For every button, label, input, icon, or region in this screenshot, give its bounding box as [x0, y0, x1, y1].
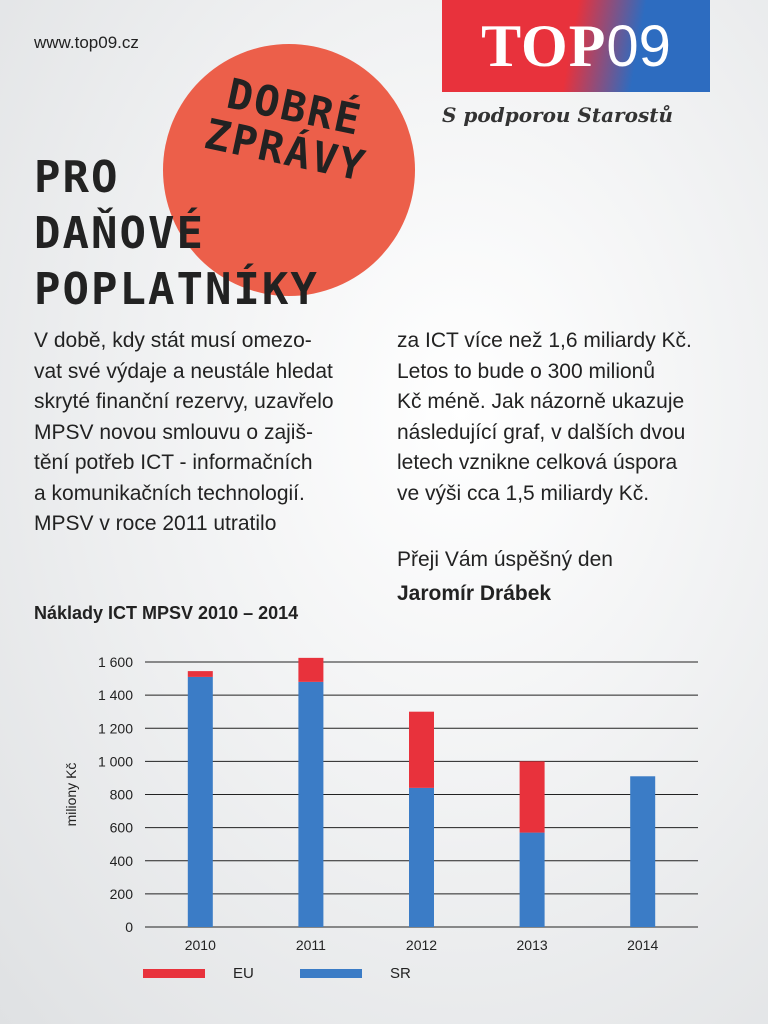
x-tick-label: 2011: [296, 937, 326, 953]
y-tick-label: 200: [110, 886, 134, 902]
body-line: letech vznikne celková úspora: [397, 451, 678, 474]
body-line: Kč méně. Jak názorně ukazuje: [397, 390, 685, 413]
body-line: Letos to bude o 300 milionů: [397, 359, 656, 383]
y-tick-label: 1 000: [98, 753, 133, 769]
bar-sr-2011: [298, 681, 324, 927]
legend-label-eu: EU: [233, 965, 254, 982]
y-tick-label: 1 400: [98, 687, 133, 703]
body-line: skryté finanční rezervy, uzavřelo: [34, 390, 334, 413]
y-tick-label: 1 200: [98, 720, 133, 736]
logo-top-text: TOP: [481, 12, 607, 79]
top09-logo: TOP 09: [442, 0, 710, 92]
headline-line: POPLATNÍKY: [34, 264, 319, 315]
body-line: vat své výdaje a neustále hledat: [34, 359, 333, 383]
headline-line: DAŇOVÉ: [34, 208, 205, 259]
logo-number: 09: [606, 13, 671, 79]
bar-eu-2010: [187, 671, 213, 677]
cost-bar-chart: 0 200 400 600 800 1 000 1 200 1 400 1 600 miliony…: [63, 654, 698, 953]
bar-sr-2014: [630, 776, 656, 927]
legend-swatch-sr: [300, 969, 362, 978]
bar-eu-2013: [519, 761, 545, 833]
bar-eu-2012: [409, 711, 434, 788]
y-tick-label: 400: [110, 853, 134, 869]
greeting: Přeji Vám úspěšný den: [397, 548, 613, 571]
x-tick-label: 2014: [627, 937, 658, 953]
body-line: ve výši cca 1,5 miliardy Kč.: [397, 481, 650, 505]
headline-line: PRO: [34, 152, 120, 203]
chart-title: Náklady ICT MPSV 2010 – 2014: [34, 603, 299, 623]
support-tagline: S podporou Starostů: [442, 103, 673, 127]
badge-circle: [163, 44, 415, 296]
legend-label-sr: SR: [390, 965, 411, 982]
signature: Jaromír Drábek: [397, 582, 552, 605]
body-line: V době, kdy stát musí omezo-: [34, 329, 312, 352]
body-line: MPSV v roce 2011 utratilo: [34, 512, 277, 535]
legend-swatch-eu: [143, 969, 205, 978]
bar-sr-2010: [187, 676, 213, 927]
bar-sr-2013: [519, 832, 545, 927]
x-tick-label: 2013: [517, 937, 548, 953]
legend-eu: EU: [143, 965, 254, 982]
website-url[interactable]: www.top09.cz: [34, 33, 139, 52]
headline: PRO DAŇOVÉ POPLATNÍKY: [34, 150, 394, 318]
y-tick-label: 0: [125, 919, 133, 935]
body-text-left: V době, kdy stát musí omezo- vat své výd…: [34, 326, 382, 540]
body-line: následující graf, v dalších dvou: [397, 420, 686, 444]
body-line: tění potřeb ICT - informačních: [34, 451, 313, 474]
body-line: za ICT více než 1,6 miliardy Kč.: [397, 329, 692, 352]
x-tick-label: 2010: [185, 937, 216, 953]
bar-sr-2012: [409, 787, 434, 927]
y-tick-label: 600: [110, 820, 134, 836]
legend-sr: SR: [300, 965, 411, 982]
body-line: a komunikačních technologií.: [34, 481, 305, 505]
body-text-right: za ICT více než 1,6 miliardy Kč. Letos t…: [397, 326, 742, 509]
bar-eu-2011: [298, 657, 324, 682]
x-tick-label: 2012: [406, 937, 437, 953]
y-tick-label: 1 600: [98, 654, 133, 670]
y-axis-label: miliony Kč: [63, 763, 79, 827]
body-line: MPSV novou smlouvu o zajiš-: [34, 420, 313, 444]
y-tick-label: 800: [110, 787, 134, 803]
